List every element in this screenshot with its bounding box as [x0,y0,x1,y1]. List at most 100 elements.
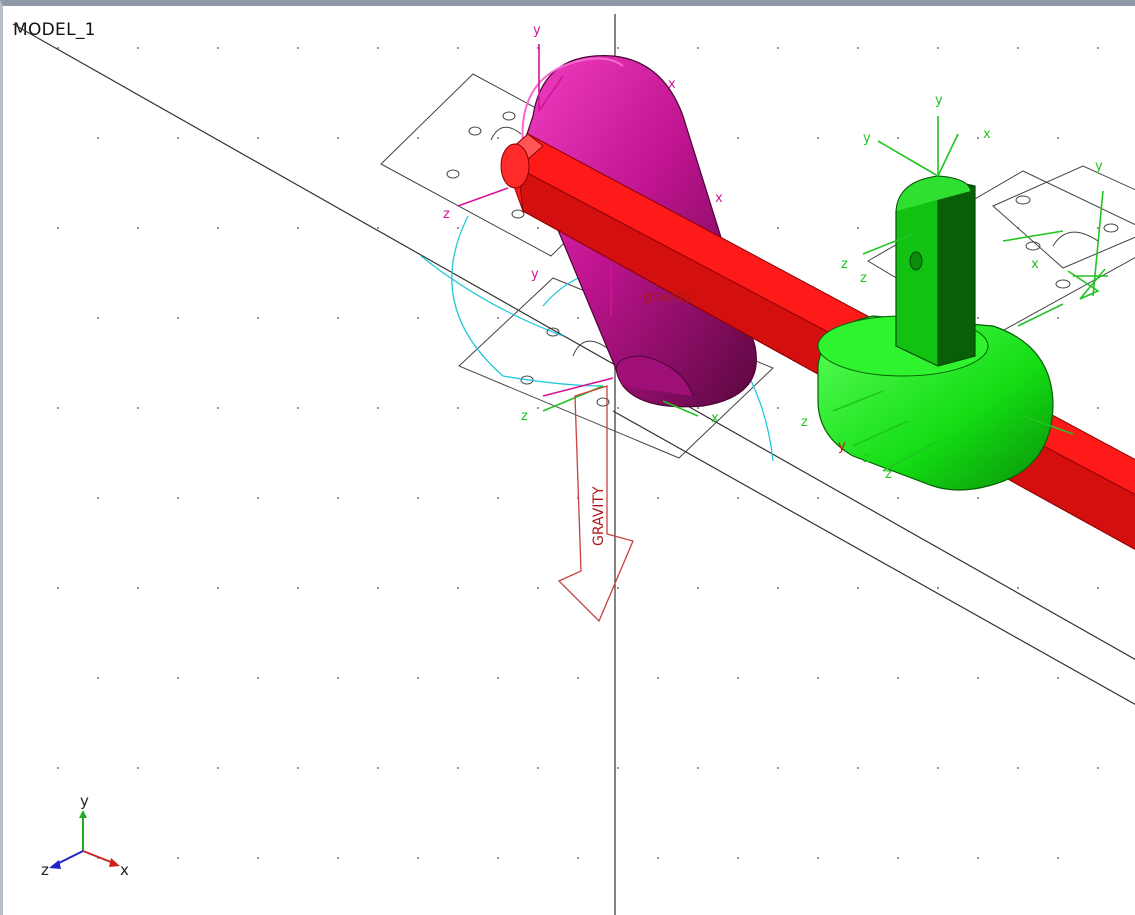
grid-dot [336,496,340,500]
grid-dot [1016,586,1020,590]
grid-dot [856,46,860,50]
grid-dot [216,46,220,50]
grid-dot [56,226,60,230]
grid-dot [776,46,780,50]
marker-label-z: z [860,271,867,286]
marker-label-y: y [863,131,871,146]
grid-dot [1096,586,1100,590]
grid-dot [96,676,100,680]
grid-dot [656,676,660,680]
grid-dot [1096,226,1100,230]
grid-dot [976,316,980,320]
grid-dot [176,496,180,500]
grid-dot [576,676,580,680]
triad-label-y: y [80,792,89,810]
grid-dot [1096,766,1100,770]
marker-label-z: z [863,451,870,466]
grid-dot [616,766,620,770]
grid-dot [256,856,260,860]
grid-dot [136,406,140,410]
grid-dot [296,226,300,230]
marker-axis-labels: y x x z y y y x y z z x z y z z z x [443,23,1103,482]
3d-scene[interactable]: gravity GRAVITY y x x z y y y x y z z x … [3,6,1135,915]
grid-dot [336,856,340,860]
grid-dot [816,496,820,500]
grid-dot [496,856,500,860]
gravity-arrow-icon [557,385,634,623]
grid-dot [856,226,860,230]
grid-dot [816,676,820,680]
marker-label-z: z [443,207,450,222]
grid-dot [456,226,460,230]
grid-dot [816,856,820,860]
grid-dot [176,676,180,680]
grid-dot [696,766,700,770]
grid-dot [576,856,580,860]
grid-dot [176,136,180,140]
grid-dot [736,496,740,500]
grid-dot [136,766,140,770]
grid-dot [696,46,700,50]
grid-dot [976,136,980,140]
grid-dot [56,586,60,590]
grid-dot [176,316,180,320]
marker-label-z: z [801,415,808,430]
grid-dot [336,316,340,320]
green-joint-markers [542,116,1108,472]
grid-dot [776,766,780,770]
grid-dot [416,316,420,320]
grid-dot [616,406,620,410]
grid-dot [376,766,380,770]
marker-label-x: x [983,127,991,142]
marker-label-z: z [841,257,848,272]
grid-dot [856,586,860,590]
grid-dot [736,676,740,680]
grid-dot [456,586,460,590]
grid-dot [376,406,380,410]
grid-dot [296,46,300,50]
triad-label-x: x [120,861,129,879]
grid-dot [1096,406,1100,410]
grid-dot [296,766,300,770]
grid-dot [376,226,380,230]
grid-dot [536,766,540,770]
grid-dot [336,676,340,680]
grid-dot [1056,676,1060,680]
grid-dot [896,136,900,140]
marker-label-y: y [838,439,846,454]
grid-dot [456,406,460,410]
marker-label-y: y [533,23,541,38]
grid-dot [976,496,980,500]
grid-dot [256,136,260,140]
grid-dot [96,316,100,320]
marker-label-y: y [1095,159,1103,174]
grid-dot [136,586,140,590]
grid-dot [296,586,300,590]
marker-label-z: z [885,467,892,482]
grid-dot [416,496,420,500]
grid-dot [216,766,220,770]
grid-dot [616,586,620,590]
triad-label-z: z [41,861,49,879]
marker-label-z: z [521,409,528,424]
magenta-joint-markers [457,44,614,397]
gravity-label: gravity [643,289,692,305]
grid-dot [256,676,260,680]
grid-dot [496,496,500,500]
grid-dot [136,226,140,230]
grid-dot [816,136,820,140]
grid-dot [896,856,900,860]
grid-dot [536,226,540,230]
grid-dot [1096,46,1100,50]
grid-dot [736,136,740,140]
grid-dot [1056,136,1060,140]
grid-dot [896,676,900,680]
grid-dot [696,586,700,590]
grid-dot [176,856,180,860]
grid-dot [936,766,940,770]
marker-label-x: x [715,191,723,206]
slider-block-green[interactable] [817,175,1054,491]
grid-dot [216,406,220,410]
grid-dot [456,46,460,50]
